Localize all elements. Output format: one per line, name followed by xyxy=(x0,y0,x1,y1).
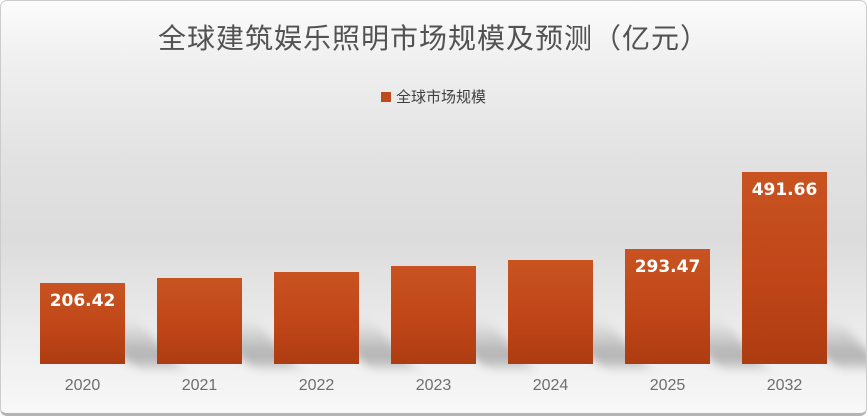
bar-2032: 491.66 xyxy=(742,172,827,364)
bar-value-label: 491.66 xyxy=(751,180,818,200)
x-axis-label-2032: 2032 xyxy=(766,377,803,394)
x-axis-label-2024: 2024 xyxy=(532,377,569,394)
chart-title: 全球建筑娱乐照明市场规模及预测（亿元） xyxy=(157,24,709,55)
bar-2022 xyxy=(274,272,359,364)
legend-label: 全球市场规模 xyxy=(395,90,486,106)
legend: 全球市场规模 xyxy=(1,86,866,107)
x-axis-label-2022: 2022 xyxy=(298,377,335,394)
bar-column-2023: 2023 xyxy=(375,151,529,396)
bar-2024 xyxy=(508,260,593,364)
bar-column-2025: 293.47 2025 xyxy=(609,151,763,396)
bar-value-label: 293.47 xyxy=(634,257,701,277)
bar-2020: 206.42 xyxy=(40,283,125,364)
bar-2023 xyxy=(391,266,476,364)
x-axis-label-2023: 2023 xyxy=(415,377,452,394)
bar-column-2022: 2022 xyxy=(258,151,412,396)
x-axis-label-2021: 2021 xyxy=(181,377,218,394)
x-axis-label-2020: 2020 xyxy=(64,377,101,394)
bar-2021 xyxy=(157,278,242,364)
bar-column-2020: 206.42 2020 xyxy=(24,151,178,396)
bar-2025: 293.47 xyxy=(625,249,710,364)
bar-column-2021: 2021 xyxy=(141,151,295,396)
legend-swatch-icon xyxy=(380,91,391,102)
x-axis-label-2025: 2025 xyxy=(649,377,686,394)
bar-column-2024: 2024 xyxy=(492,151,646,396)
bar-value-label: 206.42 xyxy=(49,291,116,311)
plot-area: 206.42 2020 2021 2022 2023 2024 293.47 2025 491.… xyxy=(24,151,866,396)
bar-column-2032: 491.66 2032 xyxy=(726,151,866,396)
